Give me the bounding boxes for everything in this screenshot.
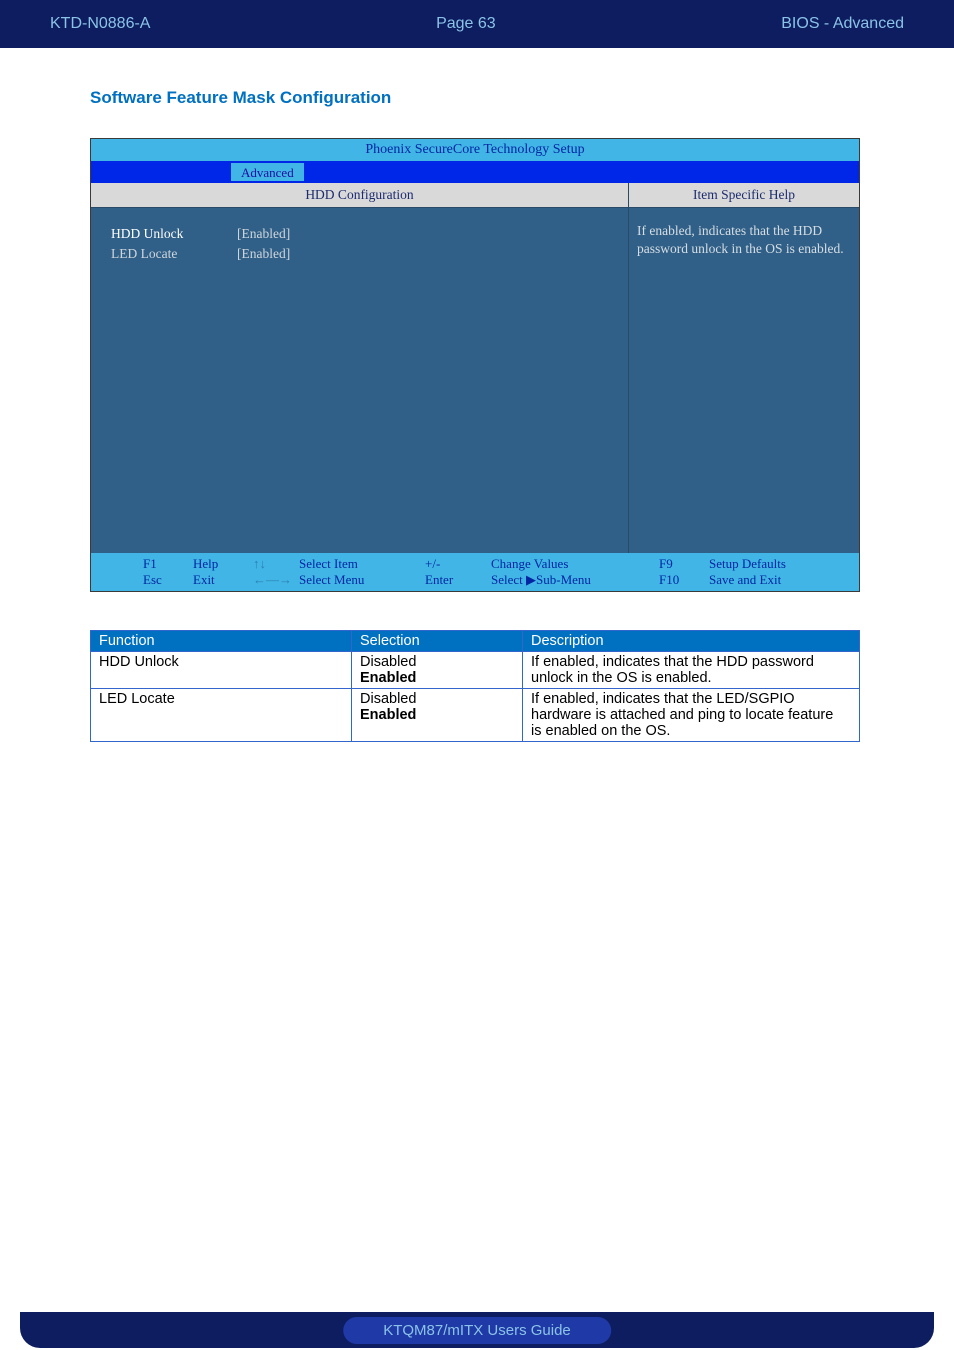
section-title: Software Feature Mask Configuration <box>90 88 864 108</box>
header-left: KTD-N0886-A <box>50 15 150 33</box>
cell-fn-led: LED Locate <box>91 689 352 742</box>
legend-setup-defaults: Setup Defaults <box>709 556 786 572</box>
sel-disabled: Disabled <box>360 654 416 670</box>
cell-desc-hdd: If enabled, indicates that the HDD passw… <box>523 652 860 689</box>
bios-value-hdd-unlock: [Enabled] <box>237 224 290 244</box>
desc-line: If enabled, indicates that the LED/SGPIO <box>531 691 795 707</box>
th-function: Function <box>91 631 352 652</box>
desc-line: If enabled, indicates that the HDD passw… <box>531 654 814 670</box>
function-table: Function Selection Description HDD Unloc… <box>90 630 860 742</box>
legend-row-1: F1 Help ↑↓ Select Item +/- Change Values… <box>91 556 859 572</box>
legend-help: Help <box>193 556 253 572</box>
bios-right-pane: Item Specific Help If enabled, indicates… <box>629 183 859 553</box>
bios-row-led-locate[interactable]: LED Locate [Enabled] <box>111 244 628 264</box>
legend-exit: Exit <box>193 572 253 588</box>
th-description: Description <box>523 631 860 652</box>
legend-enter: Enter <box>425 572 491 588</box>
content-area: Software Feature Mask Configuration Phoe… <box>0 48 954 742</box>
cell-fn-hdd: HDD Unlock <box>91 652 352 689</box>
legend-submenu: Select ▶Sub-Menu <box>491 572 659 588</box>
bios-fields: HDD Unlock [Enabled] LED Locate [Enabled… <box>91 208 628 264</box>
bios-tab-row: Advanced <box>91 161 859 183</box>
legend-esc: Esc <box>143 572 193 588</box>
legend-leftright: ←—→ <box>253 572 299 588</box>
desc-line: hardware is attached and ping to locate … <box>531 707 833 723</box>
bios-label-led-locate: LED Locate <box>111 244 227 264</box>
header-bar: KTD-N0886-A Page 63 BIOS - Advanced <box>0 0 954 48</box>
bios-panel: Phoenix SecureCore Technology Setup Adva… <box>90 138 860 592</box>
desc-line: is enabled on the OS. <box>531 723 670 739</box>
bios-row-hdd-unlock[interactable]: HDD Unlock [Enabled] <box>111 224 628 244</box>
sel-disabled: Disabled <box>360 691 416 707</box>
header-right: BIOS - Advanced <box>781 15 904 33</box>
footer-title: KTQM87/mITX Users Guide <box>343 1317 611 1344</box>
legend-plus-minus: +/- <box>425 556 491 572</box>
footer: KTQM87/mITX Users Guide <box>0 1310 954 1350</box>
bios-label-hdd-unlock: HDD Unlock <box>111 224 227 244</box>
tab-advanced[interactable]: Advanced <box>231 163 304 181</box>
legend-change-values: Change Values <box>491 556 659 572</box>
bios-body: HDD Configuration HDD Unlock [Enabled] L… <box>91 183 859 553</box>
legend-f1: F1 <box>143 556 193 572</box>
bios-title: Phoenix SecureCore Technology Setup <box>91 139 859 161</box>
table-row: HDD Unlock Disabled Enabled If enabled, … <box>91 652 860 689</box>
legend-f10: F10 <box>659 572 709 588</box>
cell-desc-led: If enabled, indicates that the LED/SGPIO… <box>523 689 860 742</box>
legend-save-exit: Save and Exit <box>709 572 781 588</box>
table-header-row: Function Selection Description <box>91 631 860 652</box>
bios-help-text: If enabled, indicates that the HDD passw… <box>629 208 859 258</box>
header-center: Page 63 <box>436 15 496 33</box>
cell-sel-led: Disabled Enabled <box>352 689 523 742</box>
sel-enabled: Enabled <box>360 707 416 723</box>
bios-key-legend: F1 Help ↑↓ Select Item +/- Change Values… <box>91 553 859 591</box>
table-row: LED Locate Disabled Enabled If enabled, … <box>91 689 860 742</box>
help-line-1: If enabled, indicates that the HDD <box>637 223 822 238</box>
desc-line: unlock in the OS is enabled. <box>531 670 712 686</box>
th-selection: Selection <box>352 631 523 652</box>
legend-updown: ↑↓ <box>253 556 299 572</box>
legend-f9: F9 <box>659 556 709 572</box>
header-inner: KTD-N0886-A Page 63 BIOS - Advanced <box>20 2 934 46</box>
sel-enabled: Enabled <box>360 670 416 686</box>
help-line-2: password unlock in the OS is enabled. <box>637 241 844 256</box>
bios-value-led-locate: [Enabled] <box>237 244 290 264</box>
page: KTD-N0886-A Page 63 BIOS - Advanced Soft… <box>0 0 954 1350</box>
bios-left-pane: HDD Configuration HDD Unlock [Enabled] L… <box>91 183 629 553</box>
bios-left-header: HDD Configuration <box>91 183 628 208</box>
bios-right-header: Item Specific Help <box>629 183 859 208</box>
legend-row-2: Esc Exit ←—→ Select Menu Enter Select ▶S… <box>91 572 859 588</box>
legend-select-menu: Select Menu <box>299 572 425 588</box>
legend-select-item: Select Item <box>299 556 425 572</box>
cell-sel-hdd: Disabled Enabled <box>352 652 523 689</box>
